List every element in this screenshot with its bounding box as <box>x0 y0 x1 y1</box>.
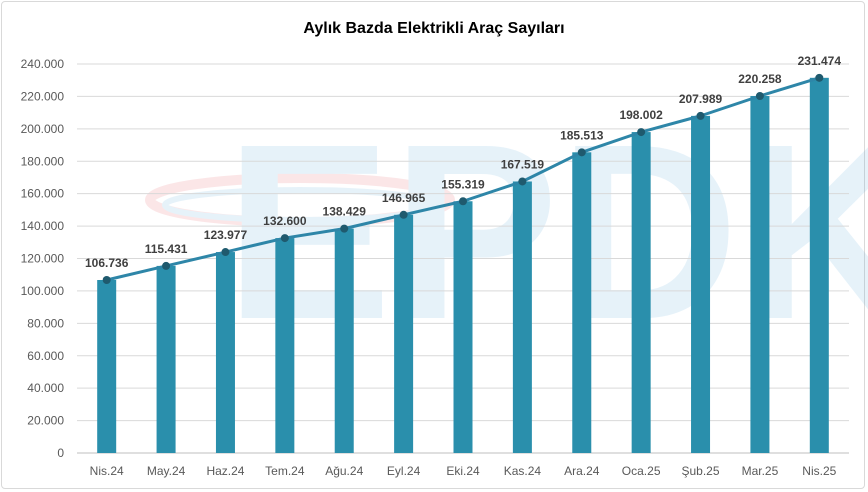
y-tick-label: 40.000 <box>27 381 64 395</box>
x-tick-label: Nis.25 <box>802 464 836 478</box>
x-tick-label: Eki.24 <box>446 464 480 478</box>
x-tick-label: Eyl.24 <box>387 464 421 478</box>
x-tick-label: Ara.24 <box>564 464 600 478</box>
bar <box>334 228 354 453</box>
x-tick-label: Ağu.24 <box>325 464 363 478</box>
data-label: 198.002 <box>619 108 663 122</box>
x-tick-label: Kas.24 <box>504 464 542 478</box>
bar <box>572 152 592 454</box>
y-tick-label: 20.000 <box>27 414 64 428</box>
data-label: 106.736 <box>85 256 129 270</box>
data-label: 115.431 <box>145 242 188 256</box>
data-label: 146.965 <box>382 191 426 205</box>
y-tick-label: 60.000 <box>27 349 64 363</box>
bar <box>691 115 711 454</box>
bar <box>275 238 295 453</box>
y-tick-label: 120.000 <box>21 252 65 266</box>
x-tick-label: Mar.25 <box>742 464 779 478</box>
y-tick-label: 220.000 <box>21 89 65 103</box>
x-tick-label: Oca.25 <box>622 464 661 478</box>
bar <box>97 279 117 453</box>
data-label: 155.319 <box>441 177 485 191</box>
data-label: 167.519 <box>501 157 545 171</box>
line-marker <box>637 128 646 137</box>
line-marker <box>280 234 289 243</box>
x-tick-label: May.24 <box>147 464 186 478</box>
line-marker <box>755 91 764 100</box>
line-marker <box>162 261 171 270</box>
x-tick-label: Haz.24 <box>206 464 244 478</box>
y-tick-label: 140.000 <box>21 219 65 233</box>
data-label: 132.600 <box>263 214 307 228</box>
bar <box>512 181 532 453</box>
bar <box>453 201 473 453</box>
data-label: 231.474 <box>798 54 842 68</box>
data-label: 185.513 <box>560 128 604 142</box>
y-tick-label: 160.000 <box>21 187 65 201</box>
bar <box>394 214 414 453</box>
line-marker <box>696 111 705 120</box>
y-tick-label: 100.000 <box>21 284 65 298</box>
bar <box>631 132 651 453</box>
data-label: 207.989 <box>679 92 723 106</box>
line-marker <box>102 275 111 284</box>
line-marker <box>221 248 230 257</box>
bar <box>750 95 770 454</box>
y-tick-label: 80.000 <box>27 316 64 330</box>
data-label: 138.429 <box>323 205 367 219</box>
line-marker <box>340 224 349 233</box>
line-marker <box>577 148 586 157</box>
bar <box>215 252 235 453</box>
data-label: 220.258 <box>738 72 782 86</box>
bar <box>809 77 829 454</box>
x-tick-label: Nis.24 <box>90 464 124 478</box>
line-marker <box>399 210 408 219</box>
y-tick-label: 240.000 <box>21 57 65 71</box>
y-tick-label: 180.000 <box>21 154 65 168</box>
bar <box>156 265 176 453</box>
x-tick-label: Tem.24 <box>265 464 305 478</box>
y-tick-label: 0 <box>57 446 64 460</box>
line-marker <box>459 197 467 206</box>
line-marker <box>815 73 824 82</box>
y-tick-label: 200.000 <box>21 122 65 136</box>
chart-title: Aylık Bazda Elektrikli Araç Sayıları <box>303 20 565 37</box>
data-label: 123.977 <box>204 228 248 242</box>
x-tick-label: Şub.25 <box>682 464 720 478</box>
line-marker <box>518 177 527 186</box>
